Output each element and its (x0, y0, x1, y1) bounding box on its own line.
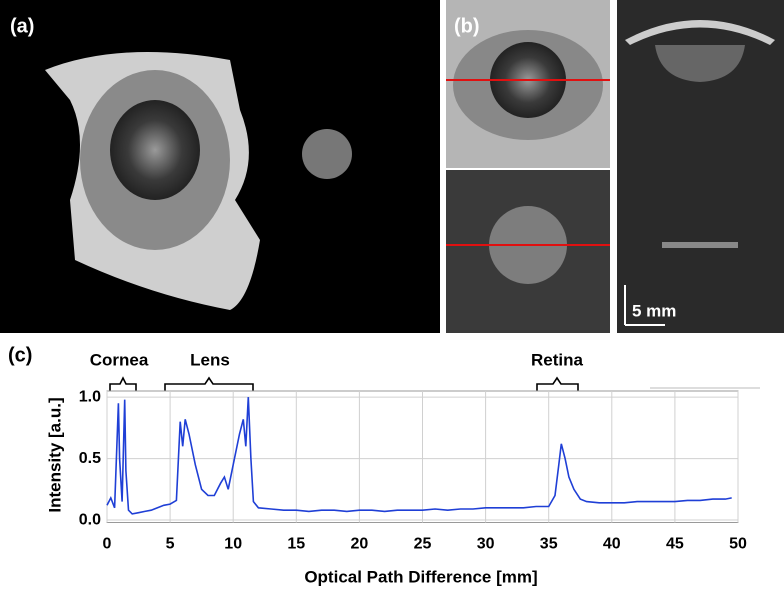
x-tick-label: 10 (224, 536, 242, 553)
panel-a-image (0, 0, 440, 333)
annotation: Lens (190, 350, 230, 369)
x-tick-label: 20 (351, 536, 369, 553)
intensity-line (106, 397, 732, 515)
annotation: Retina (531, 350, 584, 369)
panel-label: (c) (8, 344, 32, 366)
y-axis-title: Intensity [a.u.] (45, 397, 64, 512)
x-tick-label: 0 (103, 536, 112, 553)
panel-label: (b) (454, 15, 480, 37)
x-tick-label: 25 (414, 536, 432, 553)
brace (109, 376, 137, 392)
x-tick-label: 50 (729, 536, 747, 553)
scale-bar-label: 5 mm (632, 301, 676, 320)
x-tick-label: 5 (166, 536, 175, 553)
x-tick-label: 35 (540, 536, 558, 553)
y-tick-label: 1.0 (79, 388, 101, 405)
x-tick-label: 15 (287, 536, 305, 553)
x-tick-label: 30 (477, 536, 495, 553)
brace (536, 376, 579, 392)
brace (164, 376, 254, 392)
y-tick-label: 0.5 (79, 450, 101, 467)
x-tick-label: 40 (603, 536, 621, 553)
panel-b-image (446, 0, 610, 333)
panel-label: (a) (10, 15, 34, 37)
annotation: Cornea (90, 350, 149, 369)
panel-oct-image: 5 mm (617, 0, 784, 333)
y-tick-label: 0.0 (79, 511, 101, 528)
x-axis-title: Optical Path Difference [mm] (304, 567, 537, 586)
x-tick-label: 45 (666, 536, 684, 553)
